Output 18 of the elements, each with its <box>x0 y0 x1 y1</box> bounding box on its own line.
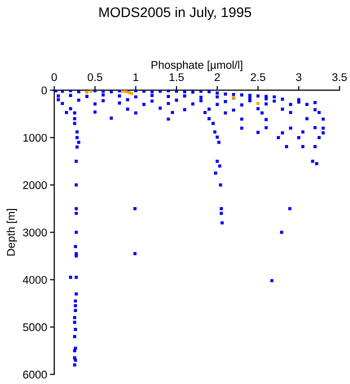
y-tick-label: 2000 <box>23 181 47 190</box>
x-tick-label: 3 <box>296 73 302 82</box>
y-tick-label: 0 <box>42 86 47 94</box>
y-tick-label: 1000 <box>23 134 47 142</box>
x-tick-label: 1 <box>134 73 138 81</box>
x-tick-label: 0 <box>52 73 57 82</box>
x-axis-title: Phosphate [µmol/l] <box>152 60 242 72</box>
x-tick-label: 2.5 <box>250 73 266 82</box>
y-axis-title: Depth [m] <box>6 209 18 256</box>
x-tick-label: 2 <box>214 73 220 81</box>
chart-title: MODS2005 in July, 1995 <box>99 6 252 20</box>
y-tick-label: 4000 <box>22 276 47 284</box>
y-tick-label: 3000 <box>23 228 47 236</box>
x-tick-label: 1.5 <box>170 73 184 82</box>
x-tick-label: 0.5 <box>88 73 102 82</box>
y-tick-label: 5000 <box>23 323 47 332</box>
x-tick-label: 3.5 <box>332 73 347 82</box>
y-tick-label: 6000 <box>23 370 47 379</box>
